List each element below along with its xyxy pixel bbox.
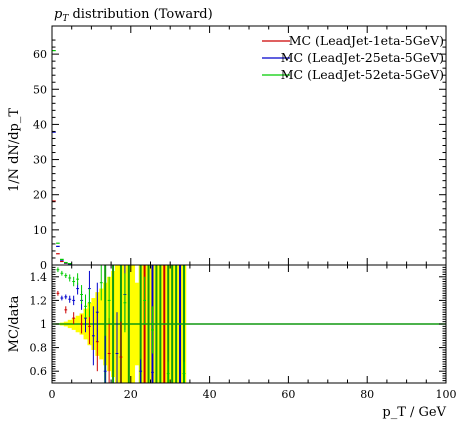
ratio-y-tick-label: 1.2 <box>30 294 48 307</box>
legend-label: MC (LeadJet-1eta-5GeV) <box>289 33 444 48</box>
ratio-y-tick-label: 0.8 <box>30 342 48 355</box>
x-axis-label: p_T / GeV <box>382 405 446 420</box>
main-y-tick-label: 50 <box>33 83 47 96</box>
x-tick-label: 60 <box>281 388 295 401</box>
main-points <box>52 50 72 265</box>
x-tick-label: 20 <box>124 388 138 401</box>
chart-title: pT distribution (Toward) <box>54 7 213 24</box>
x-tick-label: 40 <box>203 388 217 401</box>
main-y-tick-label: 60 <box>33 48 47 61</box>
x-tick-label: 100 <box>436 388 457 401</box>
main-y-tick-label: 40 <box>33 118 47 131</box>
axis-ticks: 0 20 40 60 80 100 0 10 20 30 40 50 60 0.6 0.8 1 1.2 1.4 <box>30 26 457 401</box>
legend-label: MC (LeadJet-52eta-5GeV) <box>281 67 444 82</box>
ratio-y-tick-label: 1 <box>40 318 47 331</box>
legend-label: MC (LeadJet-25eta-5GeV) <box>281 50 444 65</box>
ratio-y-tick-label: 0.6 <box>30 365 48 378</box>
main-y-tick-label: 0 <box>40 259 47 272</box>
main-y-tick-label: 10 <box>33 224 47 237</box>
main-y-tick-label: 20 <box>33 189 47 202</box>
ratio-y-tick-label: 1.4 <box>30 271 48 284</box>
main-y-tick-label: 30 <box>33 154 47 167</box>
ratio-points <box>56 265 186 383</box>
legend: MC (LeadJet-1eta-5GeV) MC (LeadJet-25eta-… <box>262 33 444 82</box>
x-tick-label: 80 <box>360 388 374 401</box>
x-tick-label: 0 <box>49 388 56 401</box>
main-y-axis-label: 1/N dN/dp_T <box>7 108 22 192</box>
ratio-y-axis-label: MC/data <box>7 295 22 352</box>
